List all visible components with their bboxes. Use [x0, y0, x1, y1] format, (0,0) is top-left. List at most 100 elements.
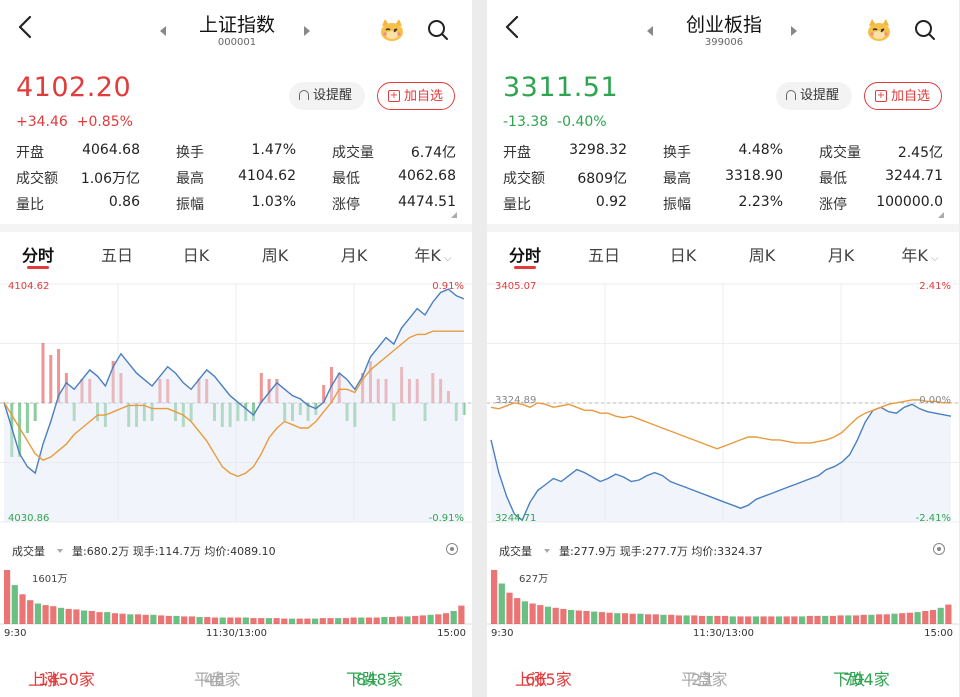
volume-bar	[745, 616, 752, 624]
volume-bar	[88, 611, 95, 624]
gear-icon[interactable]	[446, 543, 458, 555]
volume-bar	[242, 617, 249, 624]
price-change: +34.46 +0.85%	[16, 114, 133, 130]
bell-icon	[786, 90, 796, 100]
search-icon[interactable]	[913, 18, 937, 46]
next-index-icon[interactable]	[791, 26, 797, 36]
volume-bar	[899, 613, 906, 624]
chevron-down-icon: ⌵	[927, 253, 939, 264]
volume-bar	[119, 613, 126, 624]
volume-chart[interactable]	[487, 564, 959, 626]
delta-bar	[283, 403, 287, 421]
volume-bar	[660, 614, 667, 624]
mascot-icon[interactable]	[865, 16, 893, 44]
axis-bottom-left: 3244.71	[495, 513, 537, 524]
back-icon[interactable]	[503, 12, 521, 42]
tab-2[interactable]: 日K	[182, 246, 210, 265]
stat-label: 换手	[663, 145, 691, 161]
next-index-icon[interactable]	[304, 26, 310, 36]
delta-bar	[337, 373, 341, 403]
volume-bar	[529, 603, 536, 624]
volume-bar	[929, 610, 937, 624]
tab-5[interactable]: 年K ⌵	[901, 246, 939, 265]
tab-2[interactable]: 日K	[669, 246, 697, 265]
volume-bar	[498, 583, 505, 624]
price-line	[3, 288, 465, 475]
volume-bar	[319, 618, 326, 624]
volume-selector[interactable]: 成交量	[12, 545, 45, 558]
axis-top-right: 2.41%	[919, 281, 951, 292]
volume-bar	[134, 614, 142, 624]
add-watchlist-button[interactable]: + 加自选	[377, 82, 455, 110]
volume-bar	[389, 617, 396, 624]
volume-chart[interactable]	[0, 564, 472, 626]
volume-bar	[365, 617, 373, 624]
delta-bar	[166, 379, 170, 403]
volume-bar	[645, 614, 652, 624]
delta-bar	[392, 403, 396, 421]
volume-header: 成交量 量:680.2万 现手:114.7万 均价:4089.10	[0, 538, 472, 562]
tab-0[interactable]: 分时	[21, 246, 54, 265]
volume-bar	[668, 614, 675, 624]
delta-bar	[189, 403, 193, 421]
tab-3[interactable]: 周K	[748, 246, 776, 265]
volume-bar	[296, 618, 303, 624]
volume-bar	[288, 618, 296, 624]
volume-bar	[845, 615, 852, 624]
tab-5[interactable]: 年K ⌵	[414, 246, 452, 265]
chevron-down-icon[interactable]	[544, 549, 550, 553]
axis-mid-right: 0.00%	[919, 395, 951, 406]
expand-corner-icon[interactable]	[451, 212, 457, 218]
prev-index-icon[interactable]	[160, 26, 166, 36]
stat-value: 4474.51	[398, 194, 456, 210]
volume-header: 成交量 量:277.9万 现手:277.7万 均价:3324.37	[487, 538, 959, 562]
axis-top-left: 3405.07	[495, 281, 537, 292]
volume-bar	[906, 612, 913, 624]
tab-1[interactable]: 五日	[100, 246, 133, 265]
set-alert-button[interactable]: 设提醒	[289, 82, 365, 110]
tab-1[interactable]: 五日	[587, 246, 620, 265]
volume-bar	[891, 613, 898, 624]
tab-0[interactable]: 分时	[508, 246, 541, 265]
volume-bar	[435, 614, 442, 624]
volume-bar	[219, 617, 226, 624]
volume-bar	[312, 618, 319, 624]
stat-label: 振幅	[176, 197, 204, 213]
intraday-chart[interactable]	[487, 276, 959, 534]
prev-index-icon[interactable]	[647, 26, 653, 36]
volume-bar	[142, 614, 149, 624]
volume-bar	[614, 613, 621, 624]
stats-grid: 开盘 3298.32 换手 4.48% 成交量 2.45亿 成交额 6809亿 最高 3318.9…	[503, 140, 943, 218]
delta-bar	[384, 379, 388, 403]
volume-max: 1601万	[32, 574, 68, 585]
tab-4[interactable]: 月K	[340, 246, 368, 265]
add-watchlist-button[interactable]: + 加自选	[864, 82, 942, 110]
gear-icon[interactable]	[933, 543, 945, 555]
volume-bar	[27, 600, 34, 624]
back-icon[interactable]	[16, 12, 34, 42]
volume-bar	[335, 618, 342, 624]
tab-3[interactable]: 周K	[261, 246, 289, 265]
set-alert-button[interactable]: 设提醒	[776, 82, 852, 110]
expand-corner-icon[interactable]	[938, 212, 944, 218]
tab-4[interactable]: 月K	[827, 246, 855, 265]
stat-label: 量比	[16, 197, 44, 213]
volume-bar	[42, 605, 49, 624]
chevron-down-icon[interactable]	[57, 549, 63, 553]
volume-bar	[57, 607, 65, 624]
volume-bar	[165, 615, 172, 624]
delta-bar	[322, 385, 326, 403]
volume-selector[interactable]: 成交量	[499, 545, 532, 558]
delta-bar	[236, 403, 240, 421]
flat-count: 平盘 46家	[194, 670, 241, 689]
mascot-icon[interactable]	[378, 16, 406, 44]
intraday-chart[interactable]	[0, 276, 472, 534]
delta-bar	[88, 379, 92, 403]
time-label: 9:30	[491, 628, 514, 639]
active-tab-underline	[514, 266, 536, 269]
delta-bar	[415, 379, 419, 403]
delta-bar	[431, 373, 435, 403]
volume-bar	[81, 610, 88, 624]
search-icon[interactable]	[426, 18, 450, 46]
